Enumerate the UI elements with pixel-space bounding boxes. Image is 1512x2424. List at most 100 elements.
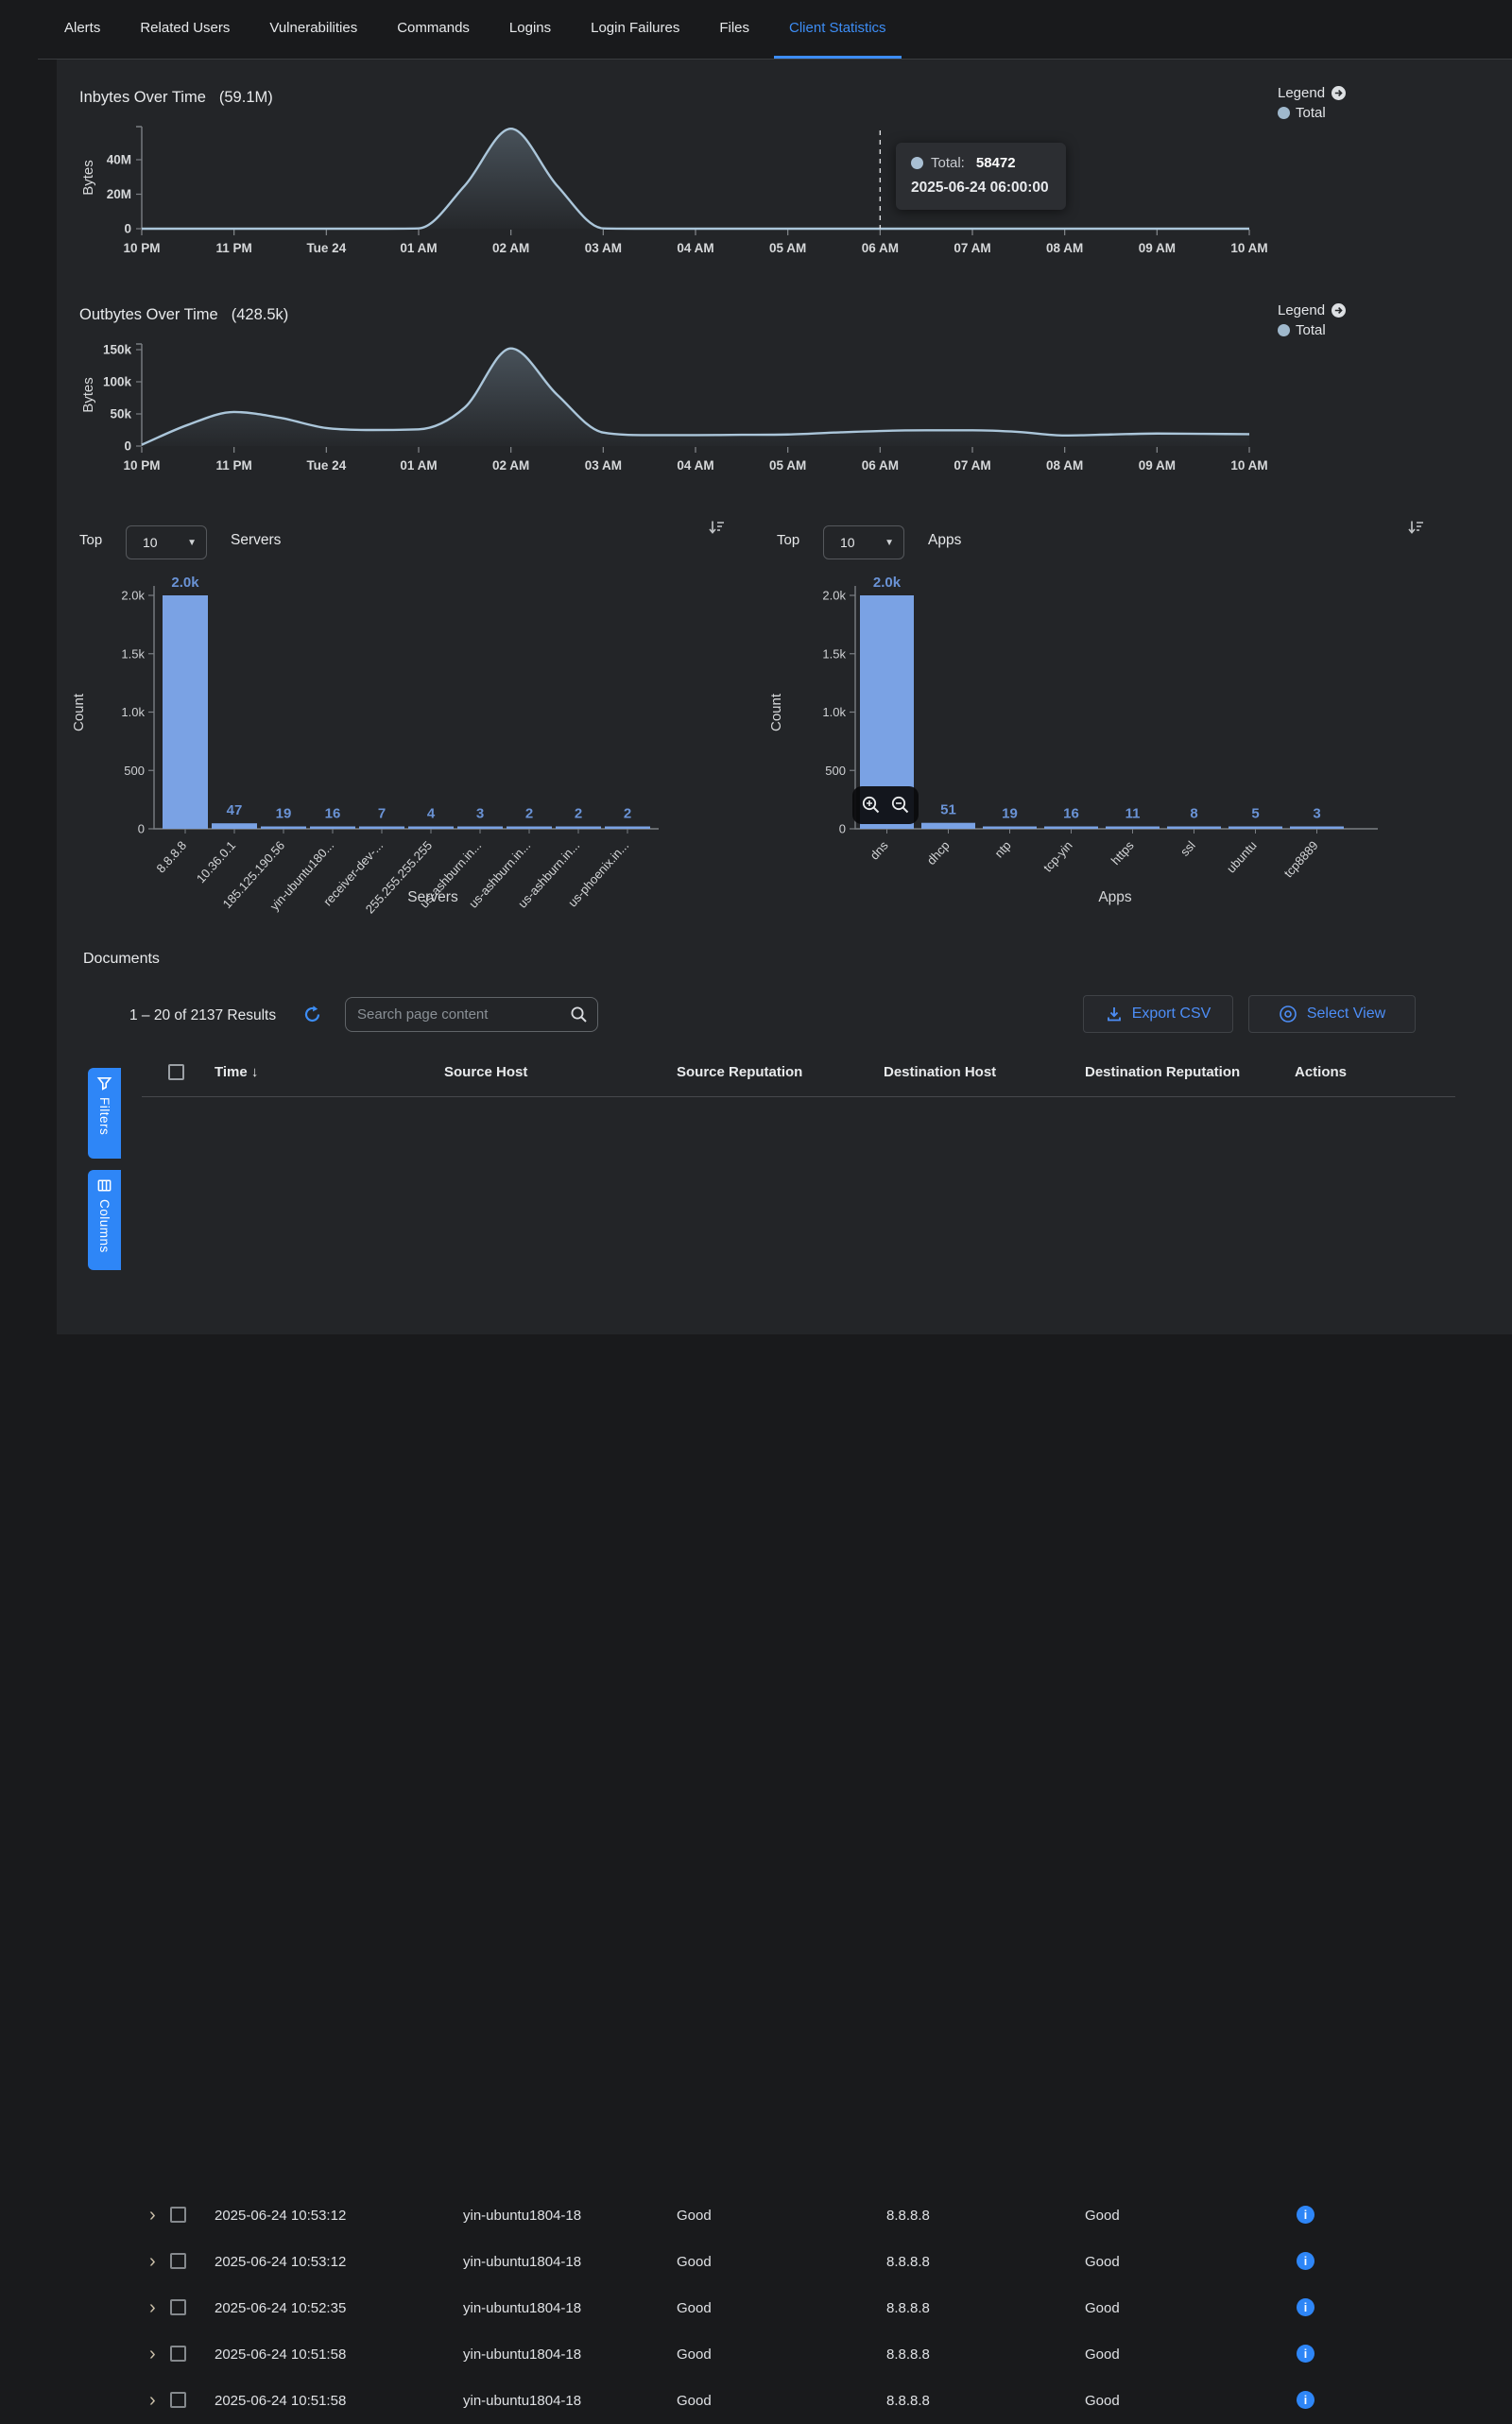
bar-tcp8889[interactable] xyxy=(1290,826,1344,830)
tab-login-failures[interactable]: Login Failures xyxy=(591,20,680,36)
inbytes-chart[interactable]: 0 20M 40M Bytes 10 PM 11 PM Tue 24 01 AM 02 AM 03… xyxy=(79,119,1298,274)
chevron-down-icon: ▼ xyxy=(187,537,197,548)
bar-us-ashburn.in...[interactable] xyxy=(457,826,503,830)
x-category-label: dhcp xyxy=(924,838,953,868)
export-csv-button[interactable]: Export CSV xyxy=(1083,995,1233,1033)
tab-vulnerabilities[interactable]: Vulnerabilities xyxy=(269,20,358,36)
inbytes-chart-title: Inbytes Over Time (59.1M) xyxy=(79,89,273,107)
y-axis-title: Count xyxy=(71,693,87,731)
cell-source_host: yin-ubuntu1804-18 xyxy=(463,2254,582,2270)
column-header-source-host[interactable]: Source Host xyxy=(444,1064,528,1080)
x-tick-label: 10 PM xyxy=(123,241,160,255)
x-tick-label: Tue 24 xyxy=(306,241,346,255)
legend-item-total[interactable]: Total xyxy=(1278,105,1347,121)
servers-topn-select[interactable]: 10 ▼ xyxy=(126,525,207,559)
row-info-icon[interactable]: i xyxy=(1297,2345,1314,2363)
table-row[interactable]: › 2025-06-24 10:53:12 yin-ubuntu1804-18 Goo… xyxy=(0,2192,1512,2239)
legend-expand-icon[interactable] xyxy=(1331,85,1347,101)
row-expand-chevron-icon[interactable]: › xyxy=(149,2390,156,2411)
tab-related-users[interactable]: Related Users xyxy=(140,20,231,36)
column-header-actions[interactable]: Actions xyxy=(1295,1064,1348,1080)
column-header-destination-host[interactable]: Destination Host xyxy=(884,1064,997,1080)
row-info-icon[interactable]: i xyxy=(1297,2206,1314,2224)
bar-us-ashburn.in...[interactable] xyxy=(507,826,552,830)
search-icon[interactable] xyxy=(570,1006,588,1023)
servers-chart-label: Servers xyxy=(231,532,282,548)
apps-sort-icon[interactable] xyxy=(1406,518,1425,537)
tab-client-statistics[interactable]: Client Statistics xyxy=(774,0,902,59)
apps-top-label: Top xyxy=(777,532,800,548)
bar-ssl[interactable] xyxy=(1167,826,1221,830)
bar-value-label: 3 xyxy=(476,806,484,822)
row-info-icon[interactable]: i xyxy=(1297,2298,1314,2316)
select-view-button[interactable]: Select View xyxy=(1248,995,1416,1033)
bar-https[interactable] xyxy=(1106,826,1160,830)
bar-185.125.190.56[interactable] xyxy=(261,826,306,830)
x-category-label: ssl xyxy=(1177,838,1198,859)
cell-source_rep: Good xyxy=(677,2300,712,2316)
bar-10.36.0.1[interactable] xyxy=(212,823,257,829)
row-checkbox[interactable] xyxy=(170,2299,186,2315)
search-input[interactable] xyxy=(357,1006,570,1023)
row-expand-chevron-icon[interactable]: › xyxy=(149,2344,156,2364)
y-tick-label: 2.0k xyxy=(822,589,846,603)
bar-255.255.255.255[interactable] xyxy=(408,826,454,830)
inbytes-total: (59.1M) xyxy=(218,89,273,106)
row-info-icon[interactable]: i xyxy=(1297,2252,1314,2270)
table-row[interactable]: › 2025-06-24 10:52:35 yin-ubuntu1804-18 Goo… xyxy=(0,2285,1512,2331)
select-all-checkbox[interactable] xyxy=(168,1064,184,1080)
bar-us-ashburn.in...[interactable] xyxy=(556,826,601,830)
column-header-destination-reputation[interactable]: Destination Reputation xyxy=(1085,1064,1241,1080)
apps-topn-select[interactable]: 10 ▼ xyxy=(823,525,904,559)
column-header-time[interactable]: Time ↓ xyxy=(215,1064,259,1080)
zoom-in-icon[interactable] xyxy=(861,795,882,816)
row-expand-chevron-icon[interactable]: › xyxy=(149,2297,156,2318)
legend-expand-icon[interactable] xyxy=(1331,302,1347,318)
table-row[interactable]: › 2025-06-24 10:51:58 yin-ubuntu1804-18 Goo… xyxy=(0,2378,1512,2424)
x-category-label: ntp xyxy=(991,838,1013,860)
tab-alerts[interactable]: Alerts xyxy=(64,20,101,36)
outbytes-chart[interactable]: 0 50k 100k 150k Bytes 10 PM 11 PM Tue 24 01 AM 02… xyxy=(79,336,1298,491)
bar-dhcp[interactable] xyxy=(921,822,975,829)
row-checkbox[interactable] xyxy=(170,2346,186,2362)
refresh-icon[interactable] xyxy=(302,1005,322,1024)
bar-ntp[interactable] xyxy=(983,826,1037,830)
bar-us-phoenix.in...[interactable] xyxy=(605,826,650,830)
bar-8.8.8.8[interactable] xyxy=(163,595,208,829)
bar-value-label: 2 xyxy=(575,806,582,822)
cell-source_rep: Good xyxy=(677,2208,712,2224)
tab-files[interactable]: Files xyxy=(719,20,750,36)
columns-tab[interactable]: Columns xyxy=(88,1170,121,1270)
tab-divider xyxy=(38,59,1512,60)
servers-bar-chart[interactable]: 05001.0k1.5k2.0kCount2.0k8.8.8.84710.36.… xyxy=(68,561,703,920)
row-expand-chevron-icon[interactable]: › xyxy=(149,2251,156,2272)
table-row[interactable]: › 2025-06-24 10:51:58 yin-ubuntu1804-18 Goo… xyxy=(0,2331,1512,2378)
axes xyxy=(153,586,659,830)
apps-bar-chart[interactable]: 0 500 1.0k 1.5k 2.0k Count 2.0k dns 51 dhcp 19 ntp 1… xyxy=(765,561,1427,920)
row-info-icon[interactable]: i xyxy=(1297,2391,1314,2409)
bar-receiver-dev-...[interactable] xyxy=(359,826,404,830)
legend-item-total[interactable]: Total xyxy=(1278,322,1347,338)
tab-logins[interactable]: Logins xyxy=(508,20,552,36)
bar-value-label: 47 xyxy=(227,802,243,818)
bar-ubuntu[interactable] xyxy=(1228,826,1282,830)
row-checkbox[interactable] xyxy=(170,2392,186,2408)
zoom-out-icon[interactable] xyxy=(890,795,911,816)
legend-label: Legend xyxy=(1278,85,1326,101)
x-tick-label: 04 AM xyxy=(677,458,713,473)
bar-value-label: 3 xyxy=(1313,806,1320,822)
filters-tab[interactable]: Filters xyxy=(88,1068,121,1159)
bar-yin-ubuntu180...[interactable] xyxy=(310,826,355,830)
cell-source_host: yin-ubuntu1804-18 xyxy=(463,2393,582,2409)
area-fill xyxy=(142,348,1249,446)
column-header-source-reputation[interactable]: Source Reputation xyxy=(677,1064,803,1080)
tab-commands[interactable]: Commands xyxy=(397,20,470,36)
cell-source_rep: Good xyxy=(677,2254,712,2270)
row-expand-chevron-icon[interactable]: › xyxy=(149,2205,156,2226)
cell-dest_rep: Good xyxy=(1085,2393,1120,2409)
servers-sort-icon[interactable] xyxy=(707,518,726,537)
row-checkbox[interactable] xyxy=(170,2207,186,2223)
bar-tcp-yin[interactable] xyxy=(1044,826,1098,830)
table-row[interactable]: › 2025-06-24 10:53:12 yin-ubuntu1804-18 Goo… xyxy=(0,2239,1512,2285)
row-checkbox[interactable] xyxy=(170,2253,186,2269)
